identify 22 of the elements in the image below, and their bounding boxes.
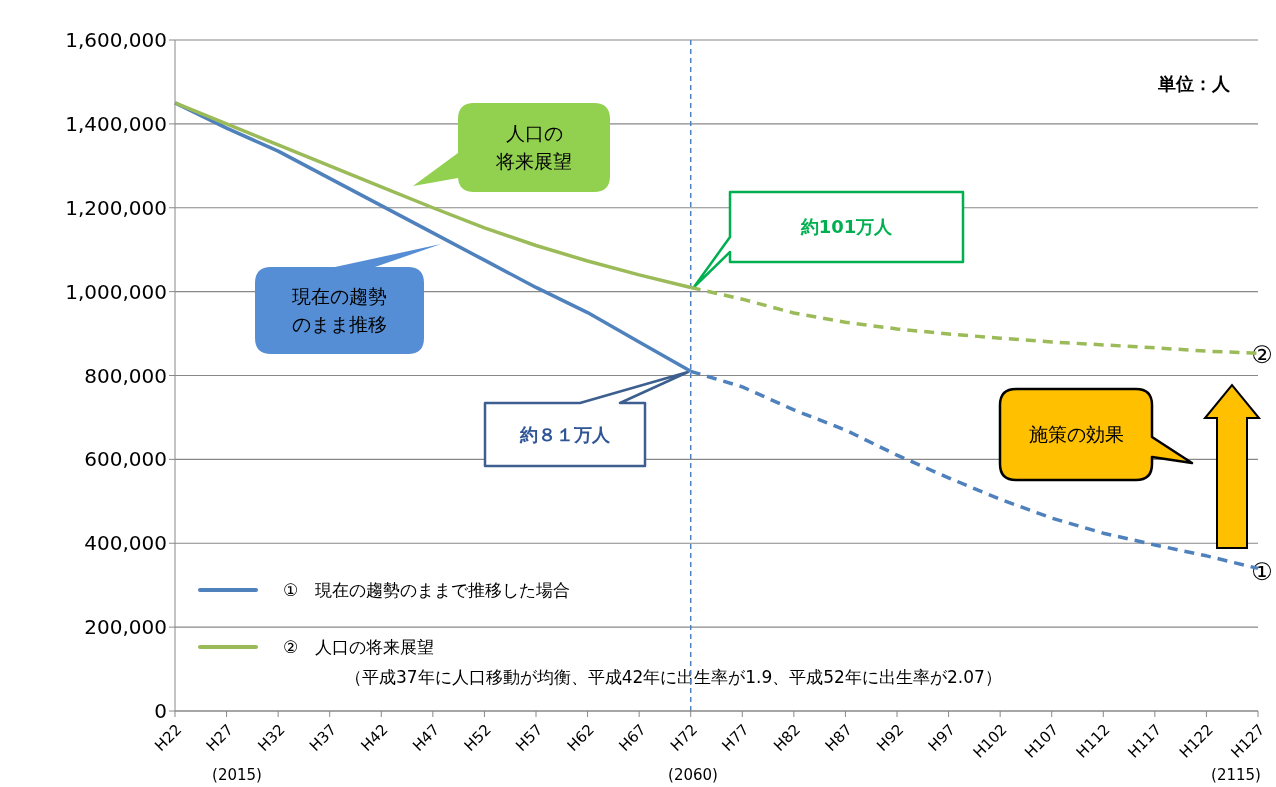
text: (2060) bbox=[668, 766, 718, 784]
annotation: ① bbox=[1251, 558, 1273, 586]
y-tick-label: 400,000 bbox=[84, 531, 167, 556]
annotation: 現在の趨勢のまま推移 bbox=[292, 285, 387, 335]
y-tick-label: 0 bbox=[154, 699, 167, 724]
y-tick-label: 1,600,000 bbox=[65, 28, 167, 53]
legend-label: ① 現在の趨勢のままで推移した場合 bbox=[283, 578, 571, 602]
y-tick-label: 200,000 bbox=[84, 615, 167, 640]
annotation: 約101万人 bbox=[799, 216, 894, 238]
text: (2015) bbox=[212, 766, 262, 784]
annotation: ② bbox=[1251, 341, 1273, 369]
annotation: 単位：人 bbox=[1157, 73, 1231, 94]
annotation: 施策の効果 bbox=[1028, 423, 1124, 446]
y-tick-label: 1,200,000 bbox=[65, 195, 167, 220]
y-tick-label: 1,000,000 bbox=[65, 279, 167, 304]
y-tick-label: 600,000 bbox=[84, 447, 167, 472]
y-tick-label: 1,400,000 bbox=[65, 111, 167, 136]
text: (2115) bbox=[1211, 766, 1261, 784]
annotation: 約８１万人 bbox=[519, 423, 611, 445]
legend-label: ② 人口の将来展望 bbox=[283, 635, 435, 659]
annotation: 人口の将来展望 bbox=[495, 122, 572, 172]
y-tick-label: 800,000 bbox=[84, 363, 167, 388]
